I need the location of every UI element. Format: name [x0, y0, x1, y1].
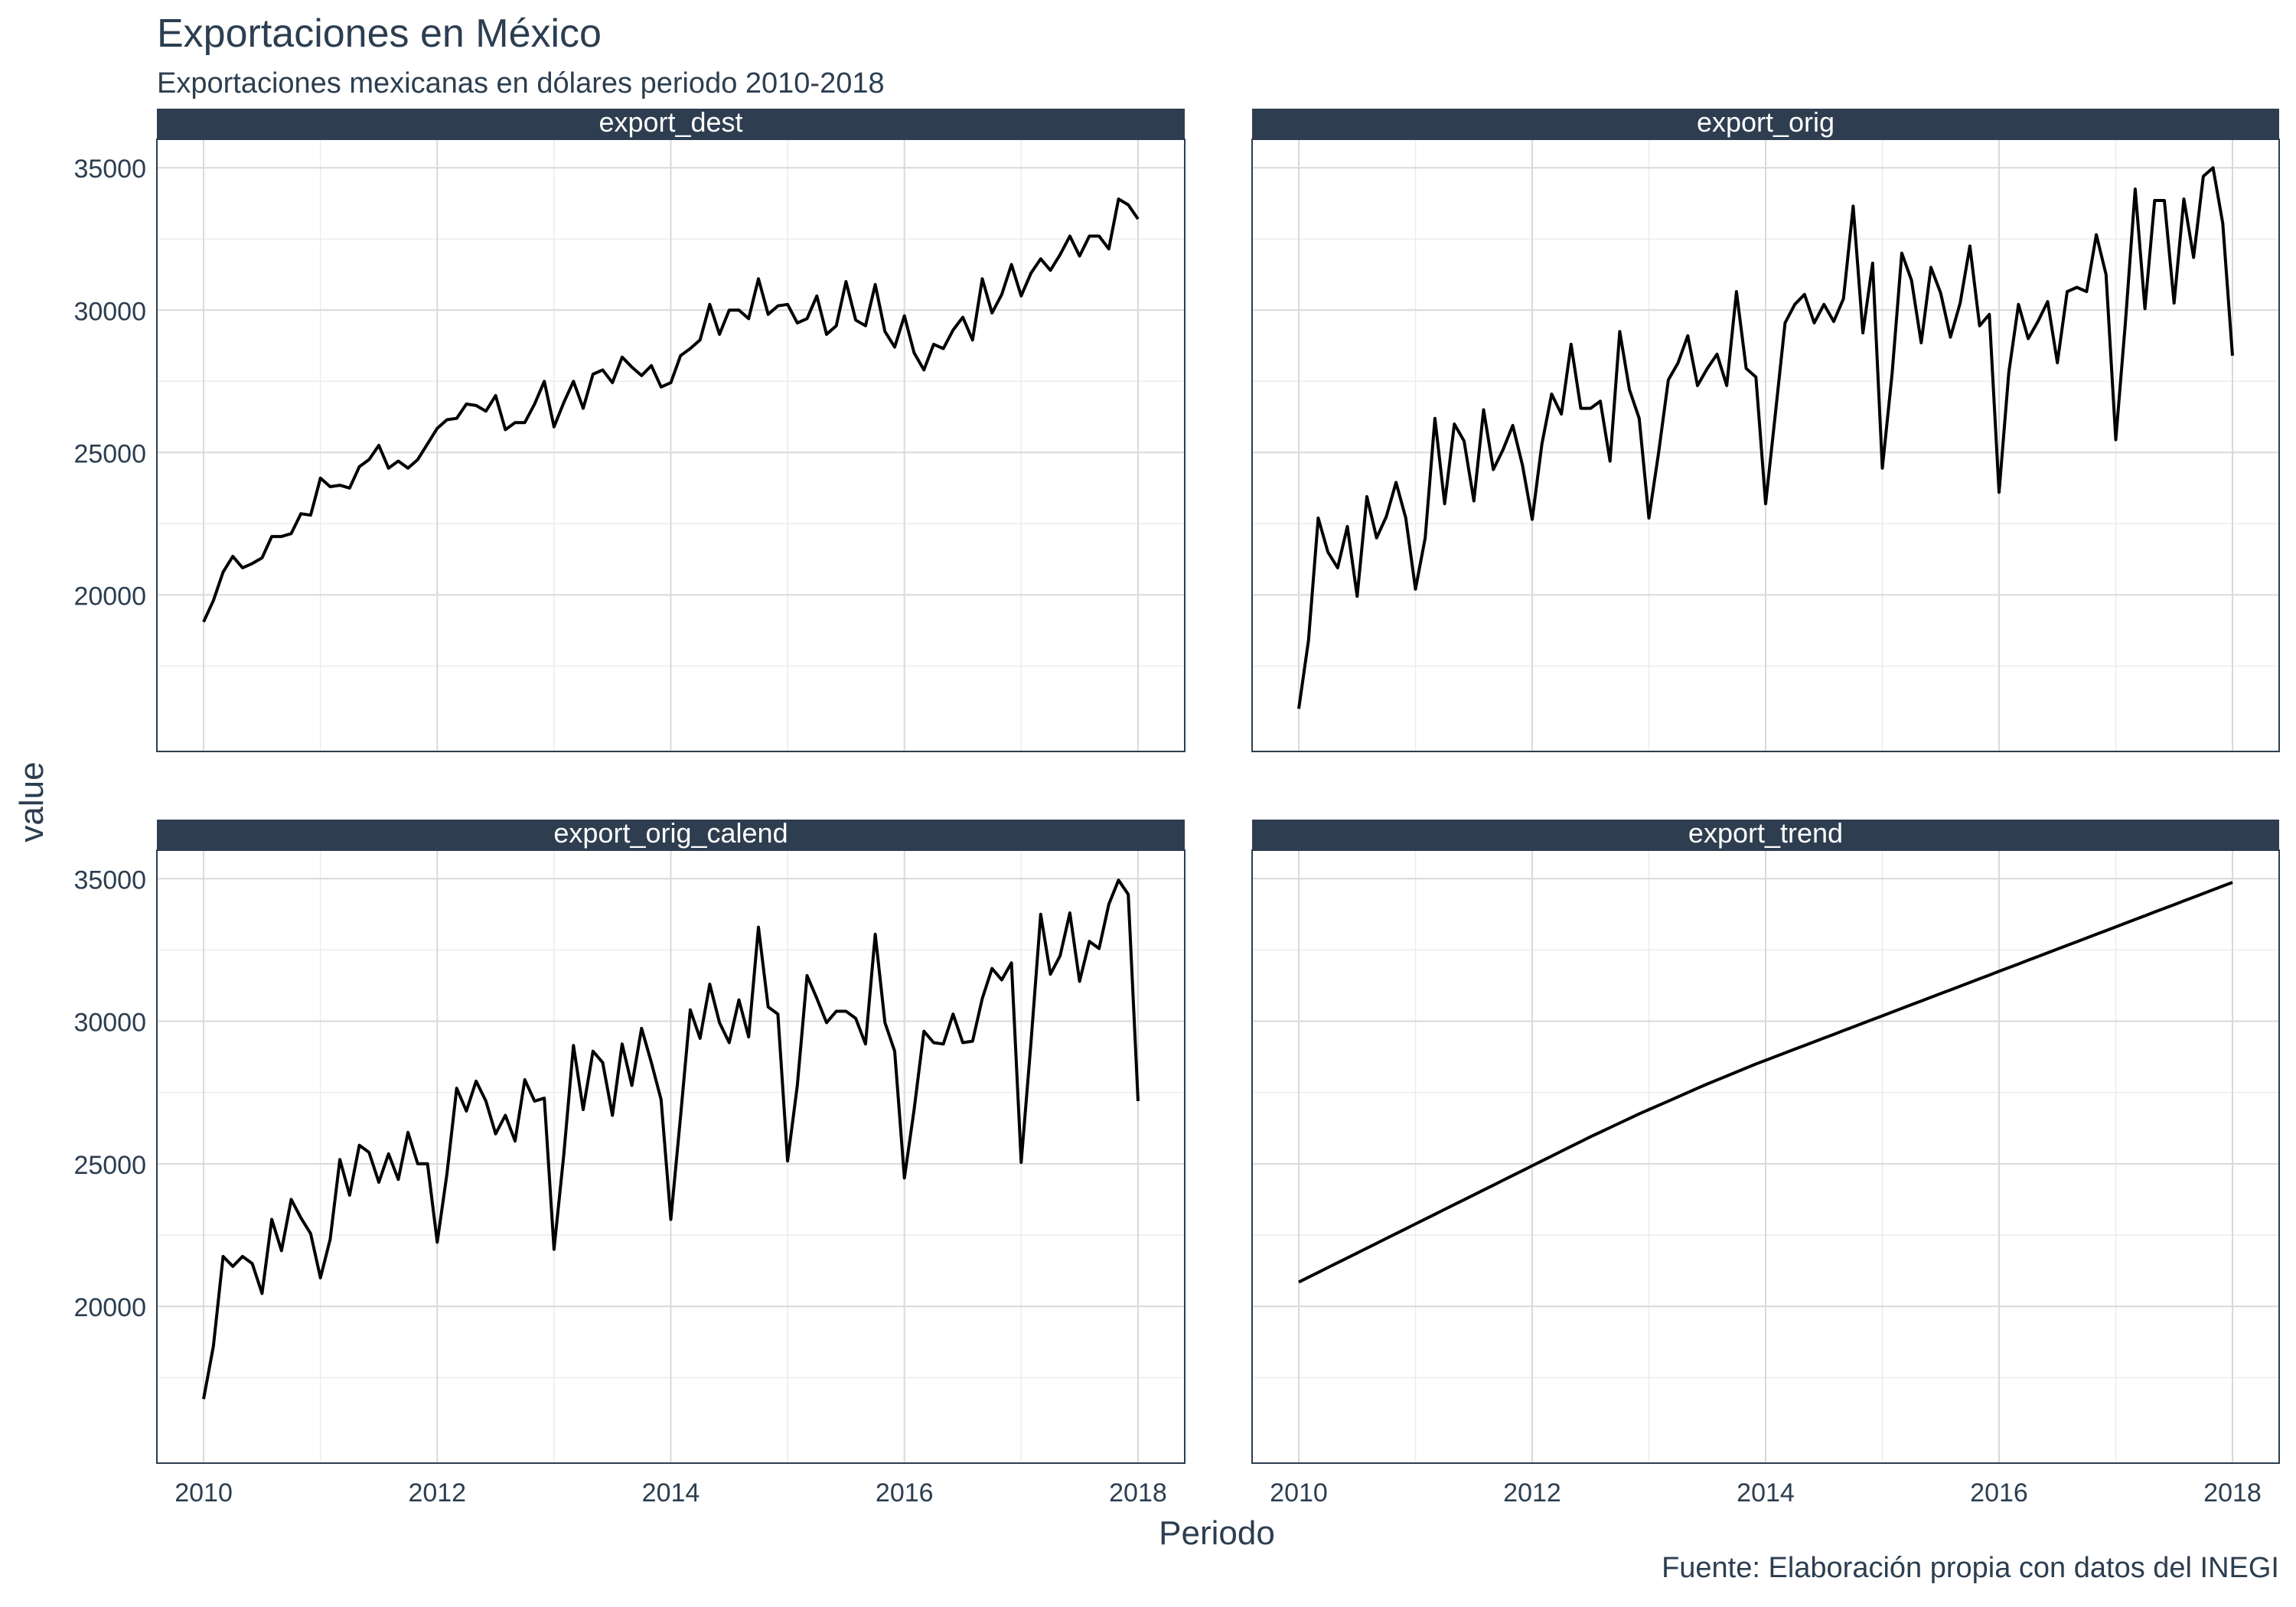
y-tick-label: 20000 — [73, 1293, 146, 1322]
chart-caption: Fuente: Elaboración propia con datos del… — [1662, 1552, 2279, 1584]
facet-strip — [1252, 109, 2279, 139]
x-tick-label: 2010 — [1270, 1478, 1328, 1508]
y-tick-label: 35000 — [73, 865, 146, 895]
x-tick-label: 2018 — [1109, 1478, 1167, 1508]
x-tick-label: 2010 — [174, 1478, 233, 1508]
facet-strip — [1252, 820, 2279, 850]
y-axis-title: value — [13, 761, 51, 842]
x-tick-label: 2012 — [408, 1478, 466, 1508]
y-tick-label: 20000 — [73, 582, 146, 611]
facet-strip-label: export_orig — [1697, 106, 1835, 138]
facet-strip-label: export_dest — [598, 106, 742, 138]
series-line-export_orig — [1297, 166, 2234, 709]
x-tick-label: 2016 — [876, 1478, 934, 1508]
panel-border — [156, 849, 1186, 1464]
series-line-export_dest — [202, 197, 1140, 623]
y-tick-label: 25000 — [73, 1151, 146, 1180]
facet-panel-export_trend: export_trend 2010 2012 2014 2016 2018 — [1251, 817, 2280, 1508]
x-tick-label: 2018 — [2203, 1478, 2262, 1508]
x-tick-label: 2012 — [1503, 1478, 1561, 1508]
y-tick-label: 35000 — [73, 155, 146, 184]
facet-strip-label: export_trend — [1688, 817, 1843, 849]
y-tick-label: 30000 — [73, 297, 146, 326]
series-line-export_orig_calend — [202, 878, 1140, 1400]
chart-subtitle: Exportaciones mexicanas en dólares perio… — [157, 67, 885, 99]
facet-panel-export_orig: export_orig — [1251, 106, 2280, 752]
y-tick-label: 25000 — [73, 439, 146, 468]
panel-border — [1251, 849, 2280, 1464]
x-tick-label: 2016 — [1970, 1478, 2028, 1508]
chart-title: Exportaciones en México — [157, 11, 602, 56]
facet-panel-export_dest: export_dest 20000 25000 30000 35000 — [73, 106, 1186, 752]
facet-strip-label: export_orig_calend — [553, 817, 788, 849]
facet-panel-export_orig_calend: export_orig_calend 20000 25000 30000 35000 20… — [73, 817, 1186, 1508]
x-axis-title: Periodo — [1159, 1514, 1275, 1552]
x-tick-label: 2014 — [642, 1478, 700, 1508]
facet-strip — [157, 820, 1185, 850]
y-tick-label: 30000 — [73, 1009, 146, 1038]
panel-border — [156, 139, 1186, 752]
x-tick-label: 2014 — [1737, 1478, 1795, 1508]
panel-border — [1251, 139, 2280, 752]
facet-strip — [157, 109, 1185, 139]
series-line-export_trend — [1298, 881, 2233, 1284]
